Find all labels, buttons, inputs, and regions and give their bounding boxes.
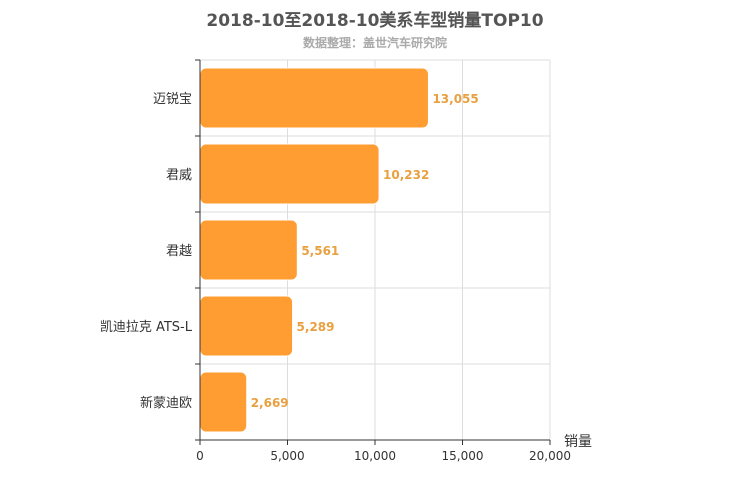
chart-subtitle: 数据整理：盖世汽车研究院 — [302, 36, 447, 50]
x-tick-label: 5,000 — [270, 449, 304, 463]
bar-series: 13,055 10,232 5,561 5,289 2,669 — [199, 67, 479, 433]
bar — [199, 371, 248, 433]
x-axis-label: 销量 — [564, 434, 592, 450]
data-label: 2,669 — [251, 396, 289, 410]
category-label: 新蒙迪欧 — [140, 395, 192, 411]
bar — [199, 295, 294, 357]
x-tick-label: 15,000 — [442, 449, 484, 463]
data-label: 5,289 — [297, 320, 335, 334]
x-tick-label: 10,000 — [354, 449, 396, 463]
data-label: 10,232 — [383, 168, 429, 182]
chart-title: 2018-10至2018-10美系车型销量TOP10 — [206, 11, 544, 31]
category-label: 君威 — [166, 168, 192, 183]
data-label: 13,055 — [432, 92, 478, 106]
category-label: 君越 — [166, 244, 192, 259]
bar — [199, 67, 429, 129]
category-label: 迈锐宝 — [153, 92, 192, 107]
data-label: 5,561 — [301, 244, 339, 258]
bar — [199, 143, 380, 205]
x-tick-label: 20,000 — [529, 449, 571, 463]
x-tick-label: 0 — [196, 449, 204, 463]
bar — [199, 219, 298, 281]
category-label: 凯迪拉克 ATS-L — [100, 320, 193, 335]
